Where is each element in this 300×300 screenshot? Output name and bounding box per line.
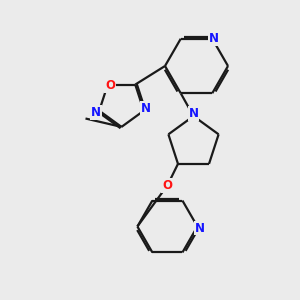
Text: N: N — [195, 221, 205, 235]
Text: N: N — [209, 32, 219, 45]
Text: N: N — [188, 107, 199, 120]
Text: O: O — [162, 179, 172, 192]
Text: O: O — [105, 79, 115, 92]
Text: N: N — [91, 106, 101, 119]
Text: N: N — [141, 102, 151, 116]
